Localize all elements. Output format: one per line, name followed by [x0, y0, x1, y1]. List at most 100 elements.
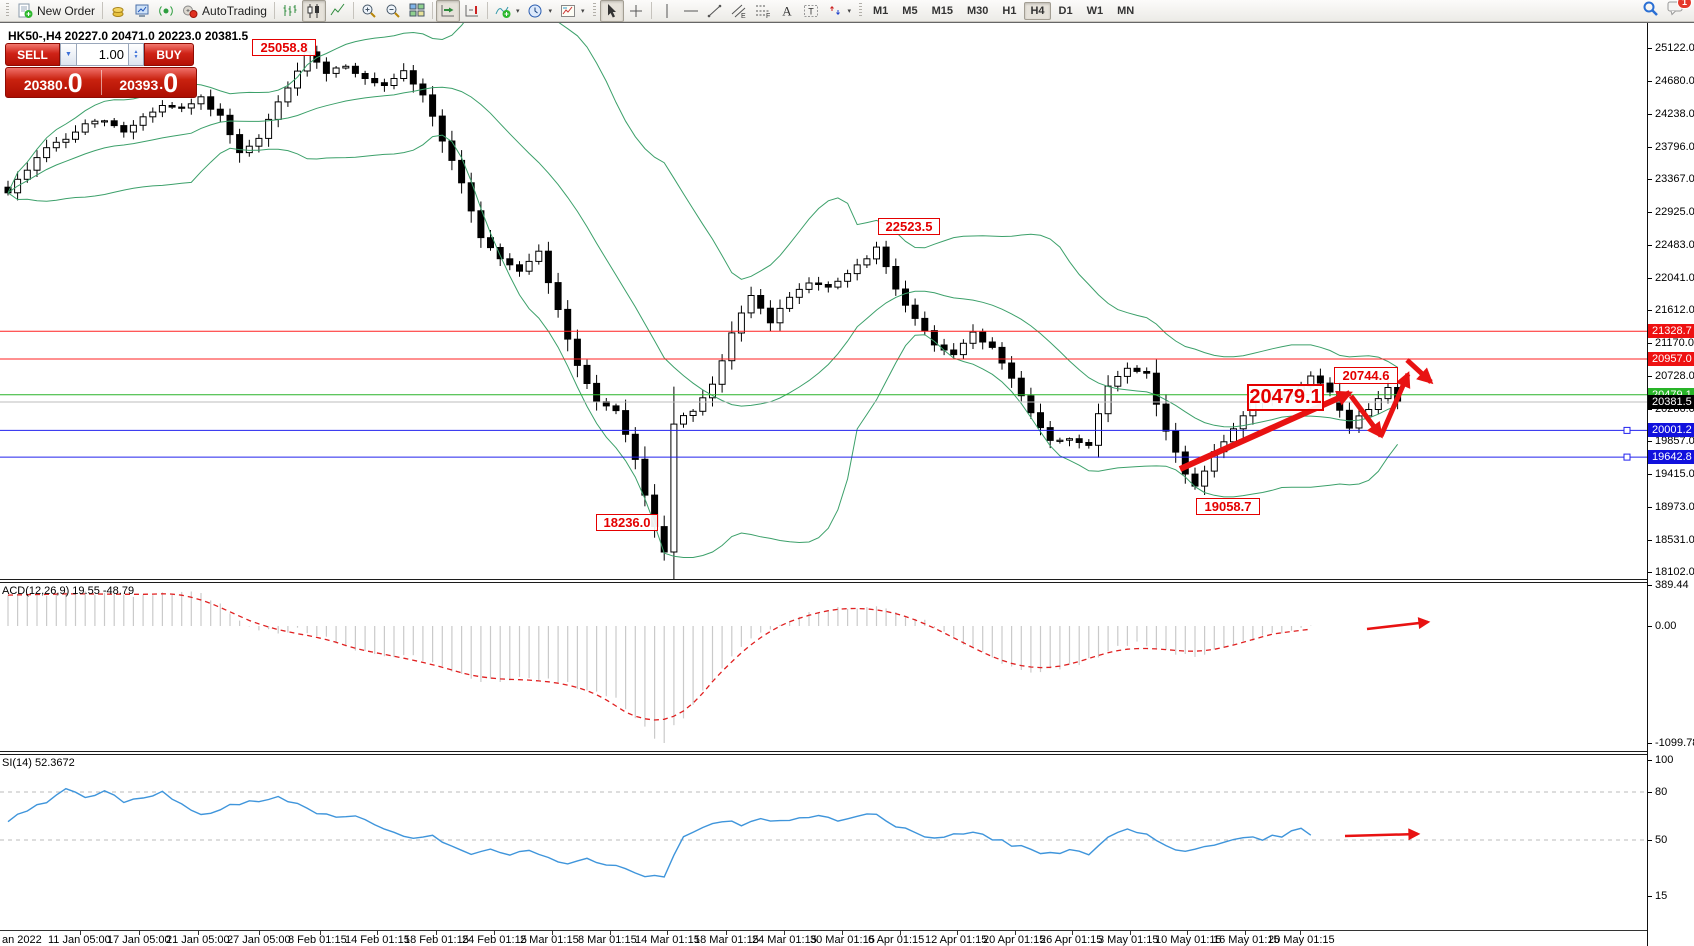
main-chart-canvas[interactable]	[0, 23, 1647, 579]
search-icon[interactable]	[1642, 0, 1659, 22]
price-divider	[100, 70, 102, 95]
axis-tickmark	[1648, 743, 1652, 744]
chevron-down-icon: ▾	[847, 7, 852, 15]
market-watch-icon	[110, 3, 126, 19]
price-annotation[interactable]: 22523.5	[878, 218, 940, 235]
templates-button[interactable]: ▾	[556, 0, 589, 22]
volume-input[interactable]: 1.00	[77, 43, 129, 66]
cursor-icon	[604, 3, 620, 19]
horizontal-line-button[interactable]	[679, 0, 703, 22]
main-chart[interactable]: HK50-,H4 20227.0 20471.0 20223.0 20381.5…	[0, 23, 1647, 579]
fibonacci-button[interactable]: F	[751, 0, 775, 22]
time-axis-label: 14 Mar 01:15	[635, 934, 700, 946]
tile-windows-button[interactable]	[405, 0, 429, 22]
svg-text:T: T	[808, 6, 814, 16]
bar-chart-button[interactable]	[278, 0, 302, 22]
signals-button[interactable]	[154, 0, 178, 22]
autotrading-button[interactable]: AutoTrading	[178, 0, 271, 22]
chart-title: HK50-,H4 20227.0 20471.0 20223.0 20381.5	[8, 29, 249, 43]
time-axis[interactable]: an 2022 11 Jan 05:00 17 Jan 05:00 21 Jan 05…	[0, 930, 1647, 946]
rsi-panel[interactable]: SI(14) 52.3672	[0, 755, 1647, 930]
bars-icon	[282, 3, 298, 19]
timeframe-w1[interactable]: W1	[1086, 4, 1104, 17]
chat-icon[interactable]: 1	[1667, 0, 1692, 21]
time-axis-tick	[436, 931, 437, 935]
trend-arrow[interactable]	[1349, 394, 1383, 439]
timeframe-h4[interactable]: H4	[1024, 1, 1051, 20]
price-axis[interactable]: 25122.0 24680.0 24238.0 23796.0 23367.0 22925…	[1647, 23, 1694, 946]
price-annotation[interactable]: 20744.6	[1334, 367, 1398, 384]
timeframe-m30[interactable]: M30	[966, 4, 989, 17]
price-annotation[interactable]: 25058.8	[252, 39, 316, 56]
price-annotation[interactable]: 19058.7	[1196, 498, 1260, 515]
line-chart-button[interactable]	[326, 0, 350, 22]
terminal-button[interactable]	[130, 0, 154, 22]
panel-separator[interactable]	[0, 579, 1694, 583]
equidistant-channel-button[interactable]: E	[727, 0, 751, 22]
timeframe-d1[interactable]: D1	[1058, 4, 1073, 17]
panel-separator[interactable]	[0, 751, 1694, 755]
notification-badge: 1	[1676, 0, 1692, 9]
price-annotation[interactable]: 20479.1	[1247, 384, 1324, 411]
cursor-button[interactable]	[599, 0, 624, 22]
sell-button[interactable]: SELL	[5, 43, 60, 66]
buy-button[interactable]: BUY	[144, 43, 194, 66]
text-button[interactable]: A	[775, 0, 799, 22]
crosshair-button[interactable]	[624, 0, 648, 22]
time-axis-label: an 2022	[2, 934, 42, 946]
macd-arrow[interactable]	[1366, 617, 1431, 631]
time-axis-label: 24 Feb 01:15	[462, 934, 527, 946]
axis-tick-label: 18102.0	[1655, 566, 1694, 578]
macd-canvas[interactable]	[0, 583, 1647, 751]
timeframe-mn[interactable]: MN	[1117, 4, 1135, 17]
vertical-line-button[interactable]	[655, 0, 679, 22]
indicators-button[interactable]: ▾	[491, 0, 524, 22]
price-tag: 19642.8	[1648, 450, 1694, 464]
time-axis-label: 8 Feb 01:15	[288, 934, 347, 946]
volume-spinner[interactable]: ▲ ▼	[129, 43, 144, 66]
zoom-out-button[interactable]	[381, 0, 405, 22]
timeframe-m5[interactable]: M5	[902, 4, 918, 17]
candles-icon	[306, 3, 322, 19]
axis-tickmark	[1648, 626, 1652, 627]
periods-button[interactable]: ▾	[523, 0, 556, 22]
rsi-arrow[interactable]	[1344, 828, 1421, 841]
textA-icon: A	[779, 3, 795, 19]
timeframe-m15[interactable]: M15	[931, 4, 953, 17]
auto-scroll-button[interactable]	[435, 0, 460, 22]
axis-tickmark	[1648, 792, 1652, 793]
axis-tick-label: 100	[1655, 754, 1674, 766]
macd-panel[interactable]: ACD(12,26,9) 19.55 -48.79	[0, 583, 1647, 751]
chart-shift-button[interactable]	[460, 0, 484, 22]
template-icon	[560, 3, 576, 19]
candle-chart-button[interactable]	[301, 0, 326, 22]
axis-tickmark	[1648, 572, 1652, 573]
volume-dropdown-button[interactable]: ▼	[60, 43, 77, 66]
time-axis-label: 18 Mar 01:15	[694, 934, 759, 946]
axis-tick-label: 22041.0	[1655, 272, 1694, 284]
macd-label: ACD(12,26,9) 19.55 -48.79	[2, 585, 135, 597]
text-label-button[interactable]: T	[799, 0, 823, 22]
arrows-button[interactable]: ▾	[823, 0, 856, 22]
time-axis-tick	[320, 931, 321, 935]
trend-arrow[interactable]	[1405, 358, 1434, 385]
new-order-button[interactable]: New Order	[13, 0, 99, 22]
price-annotation[interactable]: 18236.0	[596, 514, 658, 531]
chart-window: HK50-,H4 20227.0 20471.0 20223.0 20381.5…	[0, 22, 1694, 946]
axis-tickmark	[1648, 343, 1652, 344]
zoom-in-button[interactable]	[357, 0, 381, 22]
axis-tick-label: 23367.0	[1655, 173, 1694, 185]
rsi-canvas[interactable]	[0, 755, 1647, 930]
chevron-down-icon: ▾	[515, 7, 520, 15]
timeframe-m1[interactable]: M1	[873, 4, 889, 17]
bid-price[interactable]: 20380. 0	[23, 68, 83, 98]
signals-icon	[158, 3, 174, 19]
market-watch-button[interactable]	[106, 0, 130, 22]
timeframe-h1[interactable]: H1	[1002, 4, 1017, 17]
trendline-button[interactable]	[703, 0, 727, 22]
toolbar-separator	[273, 2, 275, 19]
toolbar: New Order AutoTrading ▾ ▾ ▾ E F A T ▾ M1 M5 M15 M30 H1…	[0, 0, 1694, 22]
axis-tickmark	[1648, 896, 1652, 897]
ask-price[interactable]: 20393. 0	[119, 68, 179, 98]
trend-arrow[interactable]	[1378, 371, 1411, 437]
